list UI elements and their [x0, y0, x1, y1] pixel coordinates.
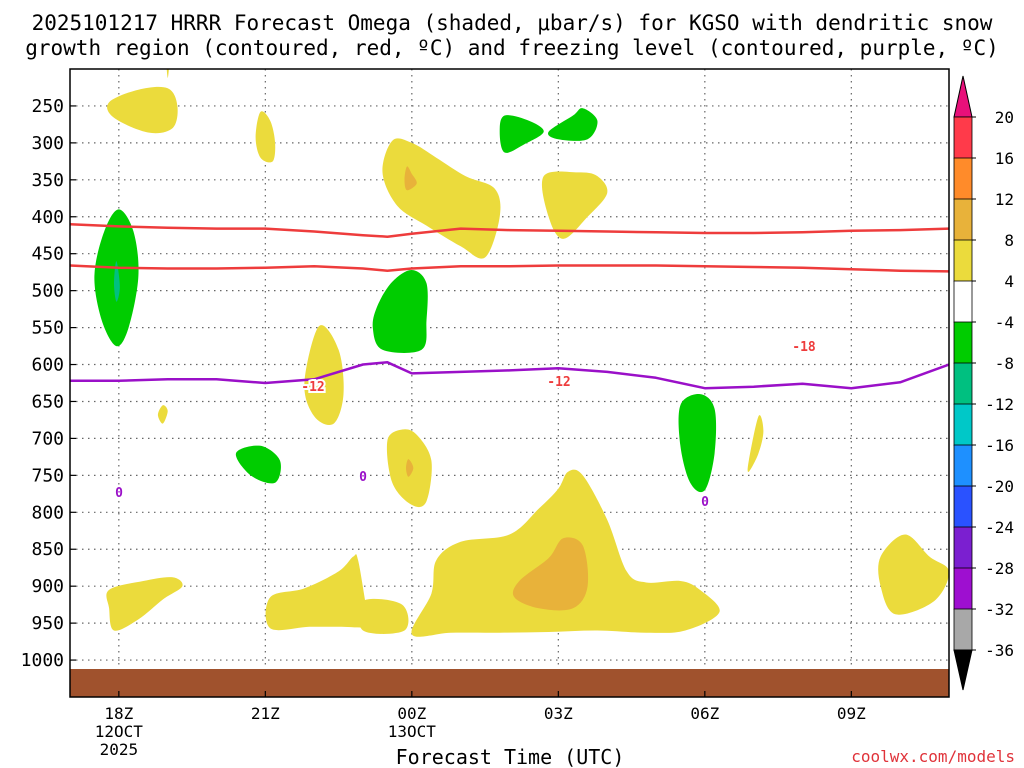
contour-label-zero-a: 0 [115, 486, 123, 501]
contour-minus12 [70, 264, 949, 273]
omega-region-0 [107, 86, 178, 134]
omega-region-12 [157, 405, 168, 424]
colorbar-label-2: 12 [995, 190, 1014, 209]
omega-region-16 [678, 394, 717, 493]
colorbar-band-8 [953, 444, 973, 487]
ytick-label-500: 500 [31, 281, 64, 302]
contour-label-zero-b: 0 [359, 470, 367, 485]
omega-region-22 [512, 537, 589, 611]
colorbar-band-3 [953, 239, 973, 282]
colorbar-band-12 [953, 608, 973, 651]
colorbar-band-7 [953, 403, 973, 446]
ytick-label-700: 700 [31, 428, 64, 449]
colorbar-label-10: -24 [985, 518, 1014, 537]
contour-label-minus12-a: -12 [301, 380, 324, 395]
ytick-label-600: 600 [31, 355, 64, 376]
colorbar-top-arrow [953, 75, 973, 118]
colorbar-band-6 [953, 362, 973, 405]
ytick-label-800: 800 [31, 502, 64, 523]
colorbar-label-7: -12 [985, 395, 1014, 414]
colorbar-label-5: -4 [995, 313, 1014, 332]
omega-region-23 [878, 534, 949, 615]
colorbar: 20 16 12 8 4 -4 -8 -12 -16 -20 -24 -28 -32 -36 [953, 75, 1014, 691]
ytick-label-950: 950 [31, 613, 64, 634]
plot-frame [69, 68, 950, 698]
xtick-label-18Z: 18Z [104, 704, 133, 723]
omega-region-18 [106, 577, 183, 631]
y-axis-ticks: 250 300 350 400 450 500 550 600 650 700 750 800 850 9… [21, 96, 76, 671]
omega-region-10 [372, 269, 428, 354]
x-axis-label: Forecast Time (UTC) [396, 745, 625, 768]
ytick-label-1000: 1000 [21, 650, 64, 671]
omega-region-17 [747, 415, 764, 472]
ytick-label-750: 750 [31, 465, 64, 486]
omega-shading [94, 69, 949, 637]
contour-label-zero-c: 0 [701, 495, 709, 510]
omega-region-20 [265, 554, 375, 631]
omega-region-5 [382, 138, 501, 259]
colorbar-bands [953, 116, 973, 651]
colorbar-label-12: -32 [985, 600, 1014, 619]
contour-labels: -12 -12 -18 0 0 0 [113, 338, 818, 512]
xtick-year-18Z: 2025 [100, 740, 139, 759]
chart-title-line2: growth region (contoured, red, ºC) and f… [25, 36, 999, 60]
xtick-label-00Z: 00Z [397, 704, 426, 723]
xtick-date-18Z: 12OCT [95, 722, 144, 741]
omega-region-4 [547, 108, 598, 141]
xtick-label-06Z: 06Z [690, 704, 719, 723]
ytick-label-850: 850 [31, 539, 64, 560]
colorbar-band-11 [953, 567, 973, 610]
ytick-label-300: 300 [31, 133, 64, 154]
ytick-label-900: 900 [31, 576, 64, 597]
colorbar-label-6: -8 [995, 354, 1014, 373]
omega-region-15 [406, 459, 414, 477]
colorbar-bottom-arrow [953, 649, 973, 691]
colorbar-label-1: 16 [995, 149, 1014, 168]
temperature-contours [70, 222, 949, 390]
chart-title-line1: 2025101217 HRRR Forecast Omega (shaded, … [32, 11, 993, 35]
contour-label-minus18: -18 [792, 340, 816, 355]
colorbar-label-13: -36 [985, 641, 1014, 660]
colorbar-labels: 20 16 12 8 4 -4 -8 -12 -16 -20 -24 -28 -32 -36 [972, 108, 1014, 660]
contour-minus18 [70, 222, 949, 238]
colorbar-label-3: 8 [1004, 231, 1014, 250]
ytick-label-400: 400 [31, 207, 64, 228]
omega-region-7 [541, 171, 608, 239]
colorbar-band-1 [953, 157, 973, 200]
colorbar-band-4 [953, 280, 973, 323]
ytick-label-650: 650 [31, 391, 64, 412]
colorbar-band-0 [953, 116, 973, 159]
colorbar-label-8: -16 [985, 436, 1014, 455]
xtick-label-09Z: 09Z [837, 704, 866, 723]
colorbar-label-4: 4 [1004, 272, 1014, 291]
ground-surface [70, 669, 949, 697]
omega-region-11 [304, 325, 344, 425]
contour-freezing [70, 361, 949, 390]
colorbar-band-5 [953, 321, 973, 364]
omega-region-2 [255, 111, 276, 163]
ytick-label-550: 550 [31, 318, 64, 339]
colorbar-label-11: -28 [985, 559, 1014, 578]
credit-text: coolwx.com/models [851, 747, 1015, 766]
ytick-label-450: 450 [31, 244, 64, 265]
colorbar-band-9 [953, 485, 973, 528]
xtick-date-00Z: 13OCT [388, 722, 437, 741]
colorbar-band-10 [953, 526, 973, 569]
omega-region-3 [499, 115, 544, 153]
colorbar-label-9: -20 [985, 477, 1014, 496]
omega-region-9 [114, 261, 120, 302]
ytick-label-250: 250 [31, 96, 64, 117]
plot-area: -12 -12 -18 0 0 0 250 300 350 400 450 500 550 6… [21, 68, 950, 759]
colorbar-band-2 [953, 198, 973, 241]
xtick-label-03Z: 03Z [544, 704, 573, 723]
omega-region-1 [166, 69, 169, 78]
ytick-label-350: 350 [31, 170, 64, 191]
omega-region-13 [235, 445, 281, 484]
omega-region-6 [404, 166, 417, 191]
colorbar-label-0: 20 [995, 108, 1014, 127]
contour-label-minus12-b: -12 [547, 375, 570, 390]
xtick-label-21Z: 21Z [251, 704, 280, 723]
